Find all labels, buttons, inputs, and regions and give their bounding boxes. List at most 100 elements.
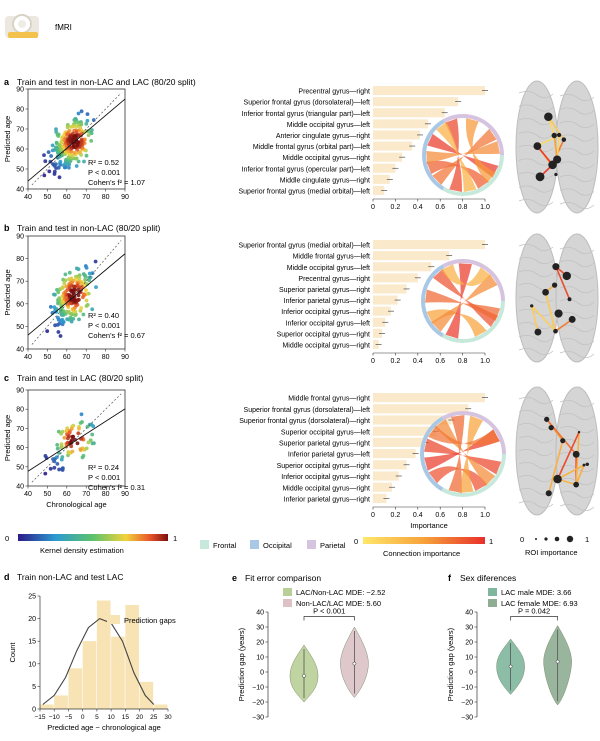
importance-bar [373, 426, 436, 436]
chord-ring-segment [442, 113, 504, 155]
connection-edge [557, 464, 585, 480]
histogram-d: −15 −10 −5 0 5 10 15 20 25 30 0 5 10 15 20 25 Count Predi… [8, 594, 176, 733]
x-tick-label: 25 [150, 714, 158, 721]
legend-swatch [107, 615, 120, 624]
gyrus-fold [559, 312, 595, 320]
x-tick-label: 0.8 [458, 204, 468, 211]
gyrus-fold [518, 104, 554, 112]
data-point [67, 430, 72, 435]
region-label: Superior occipital gyrus—right [277, 331, 370, 338]
y-tick-label: 80 [16, 256, 24, 263]
region-label: Inferior parietal gyrus—right [284, 298, 370, 305]
x-tick-label: 0 [371, 512, 375, 519]
y-tick-label: 70 [16, 426, 24, 433]
x-tick-label: 0.2 [391, 358, 401, 365]
data-point [76, 159, 81, 164]
importance-bar [373, 273, 418, 283]
legend-swatch [488, 588, 497, 596]
roi-node [573, 481, 580, 488]
chord-ribbon [441, 264, 492, 286]
roi-node [530, 304, 534, 308]
gyrus-fold [518, 410, 554, 418]
connection-min: 0 [354, 537, 358, 546]
y-tick-label: 15 [28, 639, 36, 646]
data-point [81, 292, 86, 296]
chord-ribbon [459, 415, 483, 493]
roi-node [535, 172, 545, 182]
y-tick-label: 30 [465, 625, 473, 632]
x-tick-label: 1.0 [480, 512, 490, 519]
x-tick-label: 90 [121, 194, 129, 201]
roi-max: 1 [585, 535, 589, 544]
y-tick-label: 50 [16, 324, 24, 331]
region-label: Superior frontal gyrus (medial orbital)—… [239, 243, 371, 250]
x-tick-label: 0.4 [413, 358, 423, 365]
data-point [74, 312, 78, 317]
y-tick-label: 20 [28, 616, 36, 623]
y-tick-label: 40 [465, 610, 473, 617]
gyrus-fold [559, 413, 595, 421]
importance-bar [373, 240, 485, 250]
x-tick-label: 0.6 [435, 204, 445, 211]
region-label: Middle frontal gyrus (orbital part)—left [253, 144, 370, 151]
y-tick-label: 90 [16, 234, 24, 241]
y-tick-label: 0 [32, 707, 36, 714]
data-point [72, 150, 77, 155]
f2-text: Cohen's f² = 1.07 [88, 178, 145, 187]
stats-b: R² = 0.40 P < 0.001 Cohen's f² = 0.67 [88, 311, 145, 340]
panel-letter: b [4, 223, 10, 233]
chord-ring-segment [442, 155, 504, 196]
data-point [68, 315, 73, 320]
f2-text: Cohen's f² = 0.31 [88, 483, 145, 492]
data-point [57, 467, 61, 472]
data-point [74, 156, 79, 161]
y-tick-label: 90 [16, 87, 24, 94]
region-label: Superior frontal gyrus (dorsolateral)—le… [244, 100, 370, 107]
x-tick-label: 0.8 [458, 512, 468, 519]
occipital-label: Occipital [263, 541, 292, 550]
panel-title: Train and test in non-LAC and LAC (80/20… [17, 77, 196, 87]
roi-dot-xs [535, 538, 537, 540]
legend-label: LAC female MDE: 6.93 [501, 599, 578, 608]
gyrus-fold [559, 325, 595, 333]
importance-bar [373, 460, 407, 470]
chord-ribbon [425, 289, 501, 321]
roi-node [544, 112, 553, 122]
gyrus-fold [559, 338, 595, 346]
chord-diagram-c [420, 411, 506, 497]
data-point [43, 159, 48, 164]
importance-bar [373, 174, 390, 184]
legend-swatch [488, 599, 497, 607]
region-label: Superior occipital gyrus—left [281, 429, 370, 436]
data-point [77, 426, 81, 431]
roi-dot-l [566, 535, 574, 543]
data-point [94, 285, 98, 289]
connection-edge [556, 431, 580, 480]
data-point [45, 329, 50, 333]
y-tick-label: 60 [16, 147, 24, 154]
x-tick-label: 0 [81, 714, 85, 721]
connection-gradient [363, 537, 485, 544]
gyrus-fold [559, 299, 595, 307]
data-point [70, 438, 74, 442]
x-axis-label: Importance [410, 521, 448, 530]
parietal-label: Parietal [320, 541, 346, 550]
chord-ribbon [432, 128, 497, 185]
y-tick-label: −10 [461, 685, 473, 692]
region-label: Superior frontal gyrus (medial orbital)—… [239, 189, 371, 196]
importance-bar [373, 404, 469, 414]
frontal-swatch [200, 540, 209, 549]
data-point [60, 286, 65, 291]
data-point [81, 295, 85, 300]
frontal-label: Frontal [213, 541, 237, 550]
importance-bar [373, 328, 382, 338]
y-tick-label: 60 [16, 301, 24, 308]
histogram-bar [96, 600, 111, 709]
gyrus-fold [559, 94, 595, 102]
data-point [76, 431, 81, 436]
data-point [84, 298, 89, 303]
data-point [79, 138, 84, 143]
x-tick-label: 15 [122, 714, 130, 721]
gyrus-fold [559, 351, 595, 359]
